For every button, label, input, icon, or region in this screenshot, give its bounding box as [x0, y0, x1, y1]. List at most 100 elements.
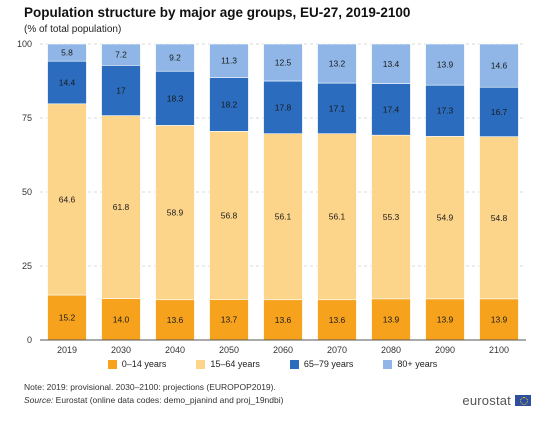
data-label: 7.2 [115, 50, 127, 60]
data-label: 13.4 [383, 59, 400, 69]
data-label: 13.9 [437, 60, 454, 70]
x-tick-label: 2030 [111, 345, 131, 355]
x-tick-label: 2070 [327, 345, 347, 355]
data-label: 61.8 [113, 202, 130, 212]
data-label: 14.6 [491, 61, 508, 71]
data-label: 13.6 [275, 315, 292, 325]
source-text: Eurostat (online data codes: demo_pjanin… [55, 395, 284, 405]
data-label: 5.8 [61, 48, 73, 58]
bar-segment [209, 131, 249, 300]
chart-title: Population structure by major age groups… [24, 5, 411, 20]
data-label: 13.6 [167, 315, 184, 325]
x-tick-label: 2040 [165, 345, 185, 355]
bar-segment [155, 125, 195, 301]
x-tick-label: 2080 [381, 345, 401, 355]
bar-segment [371, 43, 411, 84]
source-label: Source: [24, 395, 54, 405]
eurostat-logo: eurostat [462, 393, 531, 408]
data-label: 17.8 [275, 102, 292, 112]
bar-segment [425, 43, 465, 86]
y-tick-label: 100 [17, 39, 32, 49]
data-label: 11.3 [221, 56, 237, 66]
x-tick-label: 2019 [57, 345, 77, 355]
chart-legend: 0–14 years 15–64 years 65–79 years 80+ year… [0, 359, 545, 369]
data-label: 55.3 [383, 212, 400, 222]
bar-segment [155, 299, 195, 341]
y-tick-label: 75 [22, 113, 32, 123]
x-tick-label: 2100 [489, 345, 509, 355]
bar-segment [425, 298, 465, 341]
data-label: 13.9 [491, 314, 508, 324]
bar-segment [317, 43, 357, 84]
legend-item: 15–64 years [196, 359, 260, 369]
bar-segment [371, 134, 411, 300]
bar-segment [371, 83, 411, 136]
y-tick-label: 50 [22, 187, 32, 197]
bar-segment [209, 299, 249, 341]
data-label: 54.8 [491, 213, 508, 223]
data-label: 9.2 [169, 53, 181, 63]
bar-segment [101, 43, 141, 66]
legend-label: 80+ years [397, 359, 438, 369]
bar-segment [209, 43, 249, 78]
data-label: 58.9 [167, 208, 184, 218]
chart-note: Note: 2019: provisional. 2030–2100: proj… [24, 382, 276, 392]
bar-segment [425, 136, 465, 300]
data-label: 18.2 [221, 99, 238, 109]
data-label: 17.1 [329, 103, 346, 113]
data-label: 13.2 [329, 59, 346, 69]
data-label: 17 [116, 85, 126, 95]
eu-flag-icon [515, 395, 531, 406]
data-label: 64.6 [59, 194, 76, 204]
bar-segment [479, 136, 519, 300]
bar-segment [101, 115, 141, 299]
x-tick-label: 2060 [273, 345, 293, 355]
data-label: 18.3 [167, 93, 184, 103]
y-tick-label: 0 [27, 335, 32, 345]
bar-segment [263, 43, 303, 82]
legend-swatch [383, 359, 393, 369]
legend-swatch [196, 359, 206, 369]
bar-segment [317, 299, 357, 341]
data-label: 56.1 [329, 212, 346, 222]
legend-swatch [289, 359, 299, 369]
bar-segment [101, 298, 141, 341]
bar-segment [263, 299, 303, 341]
bar-segment [47, 294, 87, 341]
data-label: 56.8 [221, 210, 238, 220]
data-label: 17.4 [383, 104, 400, 114]
legend-item: 0–14 years [107, 359, 167, 369]
bar-segment [479, 86, 519, 137]
legend-label: 65–79 years [303, 359, 354, 369]
data-label: 12.5 [275, 58, 292, 68]
legend-swatch [107, 359, 117, 369]
data-label: 13.9 [437, 314, 454, 324]
chart-source: Source: Eurostat (online data codes: dem… [24, 395, 283, 405]
data-label: 13.9 [383, 314, 400, 324]
data-label: 56.1 [275, 212, 292, 222]
bar-segment [47, 60, 87, 105]
bar-segment [371, 298, 411, 341]
legend-item: 80+ years [383, 359, 437, 369]
data-label: 16.7 [491, 107, 508, 117]
chart-subtitle: (% of total population) [24, 24, 122, 35]
legend-label: 0–14 years [121, 359, 167, 369]
logo-text: eurostat [462, 393, 511, 408]
legend-label: 15–64 years [210, 359, 260, 369]
data-label: 15.2 [59, 313, 76, 323]
data-label: 13.6 [329, 315, 346, 325]
data-label: 54.9 [437, 213, 454, 223]
bar-segment [479, 43, 519, 88]
bar-segment [317, 133, 357, 301]
data-label: 13.7 [221, 315, 238, 325]
bar-segment [263, 80, 303, 134]
bar-segment [155, 43, 195, 72]
legend-item: 65–79 years [289, 359, 354, 369]
y-tick-label: 25 [22, 261, 32, 271]
bar-segment [101, 65, 141, 116]
bar-segment [155, 70, 195, 126]
bar-segment [263, 133, 303, 301]
bar-segment [47, 43, 87, 62]
x-tick-label: 2090 [435, 345, 455, 355]
